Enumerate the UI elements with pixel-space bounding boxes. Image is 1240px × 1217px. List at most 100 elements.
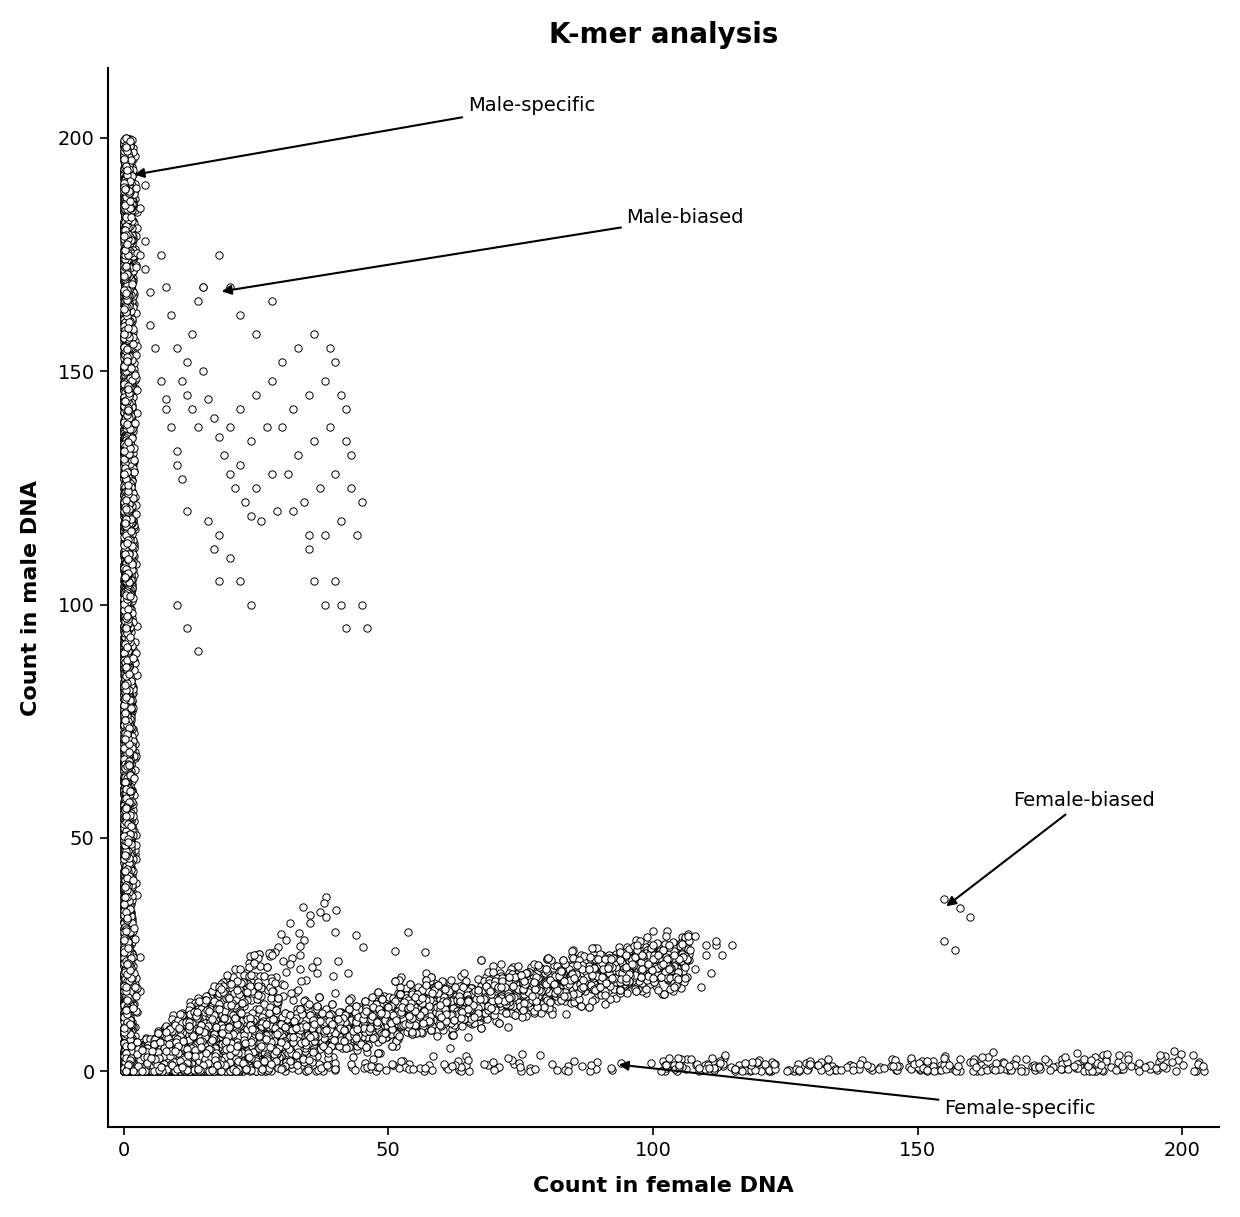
Point: [241, 1038, 260, 1058]
Point: [208, 1031, 228, 1050]
Point: [115, 1060, 135, 1079]
Point: [117, 1055, 136, 1075]
Point: [119, 1059, 139, 1078]
Point: [396, 988, 415, 1008]
Point: [174, 1041, 193, 1060]
Point: [119, 1056, 139, 1076]
Point: [148, 1051, 167, 1071]
Point: [281, 1054, 301, 1073]
Point: [117, 690, 136, 710]
Point: [182, 1023, 202, 1043]
Point: [119, 346, 139, 365]
Point: [124, 1058, 144, 1077]
Point: [117, 1043, 136, 1062]
Point: [118, 1061, 138, 1081]
Point: [205, 1038, 224, 1058]
Point: [445, 977, 465, 997]
Point: [144, 1054, 164, 1073]
Point: [115, 336, 135, 355]
Point: [197, 1008, 217, 1027]
Point: [114, 213, 134, 232]
Point: [428, 1026, 448, 1045]
Point: [115, 745, 135, 764]
Point: [192, 1021, 212, 1041]
Point: [123, 1061, 143, 1081]
Point: [562, 957, 582, 976]
Point: [167, 1048, 187, 1067]
Point: [115, 237, 135, 257]
Point: [115, 385, 135, 404]
Point: [135, 1053, 155, 1072]
Point: [123, 1055, 143, 1075]
Point: [117, 867, 136, 886]
Point: [196, 1051, 216, 1071]
Point: [114, 304, 134, 324]
Point: [396, 1009, 415, 1028]
Point: [159, 1039, 179, 1059]
Point: [115, 1058, 135, 1077]
Point: [177, 1016, 197, 1036]
Point: [124, 1054, 144, 1073]
Point: [133, 1043, 153, 1062]
Point: [619, 971, 639, 991]
Point: [117, 1053, 136, 1072]
Point: [114, 544, 134, 563]
Point: [123, 1060, 143, 1079]
Point: [115, 1059, 135, 1078]
Point: [115, 722, 135, 741]
Point: [345, 1021, 365, 1041]
Point: [118, 650, 138, 669]
Point: [123, 1058, 143, 1077]
Point: [117, 1056, 136, 1076]
Point: [591, 953, 611, 972]
Point: [114, 1061, 134, 1081]
Point: [115, 851, 135, 870]
Point: [115, 758, 135, 778]
Point: [124, 1051, 144, 1071]
Point: [181, 1055, 201, 1075]
Point: [117, 462, 136, 482]
Point: [461, 1013, 481, 1032]
Point: [123, 191, 143, 211]
Point: [283, 1022, 303, 1042]
Point: [203, 1050, 223, 1070]
Point: [216, 1055, 236, 1075]
Point: [115, 1059, 135, 1078]
Point: [656, 1059, 676, 1078]
Point: [115, 1061, 135, 1081]
Point: [115, 679, 135, 699]
Point: [123, 1060, 143, 1079]
Point: [122, 375, 141, 394]
Point: [131, 1058, 151, 1077]
Point: [119, 907, 139, 926]
Point: [122, 533, 141, 553]
Point: [512, 969, 532, 988]
Point: [128, 1055, 148, 1075]
Point: [117, 661, 136, 680]
Point: [130, 1061, 150, 1081]
Point: [119, 678, 139, 697]
Point: [117, 1061, 136, 1081]
Point: [593, 946, 613, 965]
Point: [590, 952, 610, 971]
Point: [166, 1023, 186, 1043]
Point: [151, 1050, 171, 1070]
Point: [123, 1056, 143, 1076]
Point: [164, 1022, 184, 1042]
Point: [211, 1042, 231, 1061]
Point: [119, 875, 139, 894]
Point: [451, 1002, 471, 1021]
Point: [197, 1010, 217, 1030]
Point: [130, 1061, 150, 1081]
Point: [355, 1016, 374, 1036]
Point: [198, 1021, 218, 1041]
Point: [119, 617, 139, 636]
Point: [346, 1003, 366, 1022]
Point: [184, 1003, 203, 1022]
Point: [131, 1054, 151, 1073]
Point: [120, 1051, 140, 1071]
Point: [216, 1039, 236, 1059]
Point: [438, 1008, 458, 1027]
Point: [133, 1045, 153, 1065]
Point: [124, 1060, 144, 1079]
